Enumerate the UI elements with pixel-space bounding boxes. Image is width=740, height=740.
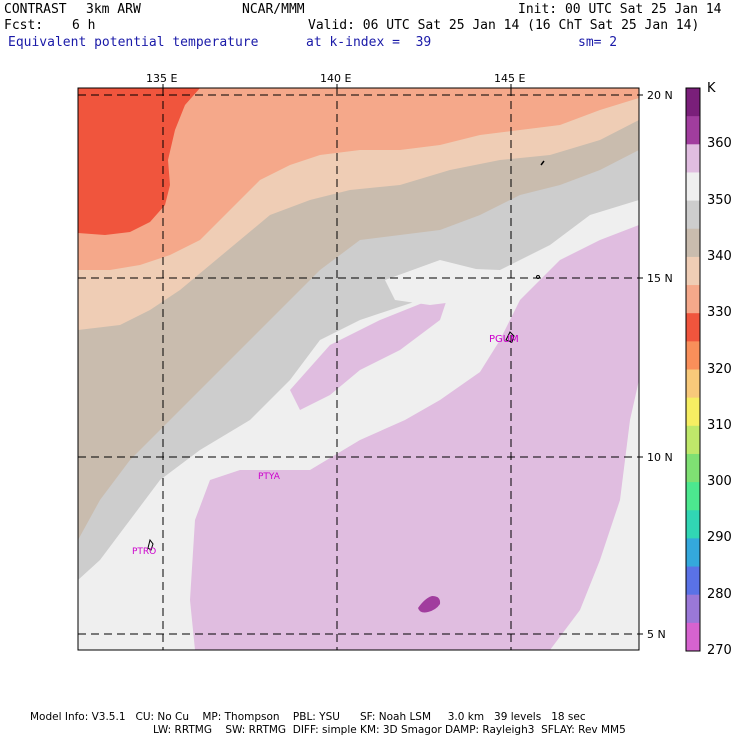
- colorbar-swatch: [686, 566, 700, 596]
- colorbar-swatch: [686, 313, 700, 342]
- colorbar-tick-label: 350: [707, 192, 732, 208]
- lat-label: 5 N: [647, 628, 666, 641]
- guam-island: [505, 331, 515, 343]
- model-info-line2: LW: RRTMG SW: RRTMG DIFF: simple KM: 3D …: [153, 724, 626, 736]
- contour-band-360-365: [290, 290, 450, 410]
- colorbar-swatch: [686, 369, 700, 399]
- colorbar-swatch: [686, 510, 700, 539]
- model-resolution: 3km ARW: [86, 2, 141, 17]
- lat-label: 20 N: [647, 89, 673, 102]
- colorbar-swatch: [686, 622, 700, 652]
- lon-label: 145 E: [494, 72, 526, 85]
- colorbar-tick-label: 320: [707, 361, 732, 377]
- colorbar-swatch: [686, 425, 700, 455]
- colorbar-swatch: [686, 200, 700, 230]
- colorbar-tick-label: 280: [707, 586, 732, 602]
- contour-band-330-335: [78, 88, 639, 270]
- model-info-line1: Model Info: V3.5.1 CU: No Cu MP: Thompso…: [30, 711, 586, 723]
- lon-label: 140 E: [320, 72, 352, 85]
- colorbar-tick-label: 360: [707, 136, 732, 152]
- palau-island: [147, 538, 154, 551]
- colorbar: [685, 87, 701, 652]
- saipan-island: [536, 275, 540, 279]
- valid-time: Valid: 06 UTC Sat 25 Jan 14 (16 ChT Sat …: [308, 18, 700, 33]
- colorbar-swatch: [686, 228, 700, 258]
- lat-label: 15 N: [647, 272, 673, 285]
- station-label: PGUM: [489, 334, 519, 345]
- forecast-hours: 6 h: [72, 18, 96, 33]
- colorbar-tick-label: 290: [707, 530, 732, 546]
- level-info: at k-index = 39: [306, 35, 432, 50]
- colorbar-frame: [685, 87, 701, 652]
- colorbar-swatch: [686, 341, 700, 370]
- colorbar-tick-label: 270: [707, 643, 732, 658]
- colorbar-tick-label: 330: [707, 305, 732, 321]
- forecast-label: Fcst:: [4, 18, 44, 33]
- colorbar-swatch: [686, 397, 700, 427]
- northern-island: [540, 160, 545, 166]
- station-label: PTRO: [132, 547, 156, 557]
- smoothing-info: sm= 2: [578, 35, 618, 50]
- contour-band-350-355: [385, 260, 500, 305]
- colorbar-swatch: [686, 88, 700, 117]
- init-time: Init: 00 UTC Sat 25 Jan 14: [518, 2, 722, 17]
- graticule: [78, 88, 639, 650]
- filled-contours: [78, 88, 639, 650]
- contour-band-365-370: [418, 596, 441, 613]
- colorbar-swatch: [686, 453, 700, 483]
- colorbar-unit: K: [707, 81, 716, 96]
- colorbar-swatch: [686, 594, 700, 624]
- tick-marks: [162, 84, 643, 635]
- colorbar-swatch: [686, 482, 700, 511]
- model-name: CONTRAST: [4, 2, 67, 17]
- contour-band-360-365: [190, 225, 639, 650]
- colorbar-tick-label: 300: [707, 474, 732, 490]
- center-name: NCAR/MMM: [242, 2, 305, 17]
- colorbar-swatch: [686, 256, 700, 286]
- field-name: Equivalent potential temperature: [8, 35, 259, 50]
- colorbar-swatch: [686, 116, 700, 145]
- lat-label: 10 N: [647, 451, 673, 464]
- colorbar-swatch: [686, 172, 700, 202]
- colorbar-tick-label: 340: [707, 248, 732, 264]
- map-frame: [77, 87, 640, 651]
- contour-band-325-330: [78, 88, 200, 235]
- colorbar-swatch: [686, 285, 700, 314]
- colorbar-swatch: [686, 144, 700, 173]
- colorbar-tick-label: 310: [707, 417, 732, 433]
- station-label: PTYA: [258, 472, 281, 482]
- lon-label: 135 E: [146, 72, 178, 85]
- colorbar-swatch: [686, 538, 700, 568]
